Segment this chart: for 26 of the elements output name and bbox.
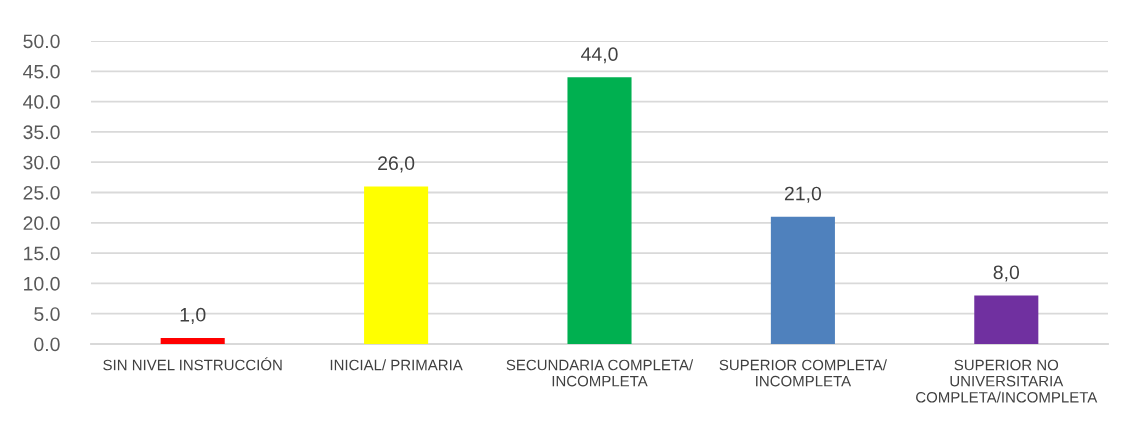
x-tick-label: SIN NIVEL INSTRUCCIÓN [103, 357, 282, 371]
bar [364, 186, 429, 344]
data-label: 26,0 [378, 156, 415, 173]
y-tick-label: 30.0 [23, 155, 60, 170]
data-label: 8,0 [993, 265, 1020, 282]
y-tick-label: 50.0 [23, 34, 60, 49]
data-label: 1,0 [180, 307, 206, 324]
x-tick-label: INICIAL/ PRIMARIA [330, 359, 463, 371]
x-tick-label: SECUNDARIA COMPLETA/ INCOMPLETA [506, 359, 694, 387]
y-tick-label: 0.0 [34, 337, 60, 352]
y-tick-label: 40.0 [23, 95, 60, 109]
bar [770, 216, 835, 344]
y-tick-label: 15.0 [24, 246, 60, 261]
y-tick-label: 25.0 [23, 185, 60, 200]
data-label: 44,0 [581, 47, 618, 64]
y-tick-label: 5.0 [34, 307, 60, 321]
data-label: 21,0 [784, 186, 822, 203]
bar [974, 295, 1039, 344]
x-tick-label: SUPERIOR NO UNIVERSITARIA COMPLETA/INCOMPLETA [916, 359, 1098, 403]
x-tick-label: SUPERIOR COMPLETA/ INCOMPLETA [719, 359, 887, 387]
y-tick-label: 45.0 [23, 64, 60, 79]
bar [160, 337, 225, 344]
bar [567, 77, 632, 344]
y-tick-label: 20.0 [23, 216, 60, 231]
y-tick-label: 10.0 [24, 276, 60, 291]
y-tick-label: 35.0 [23, 125, 60, 140]
